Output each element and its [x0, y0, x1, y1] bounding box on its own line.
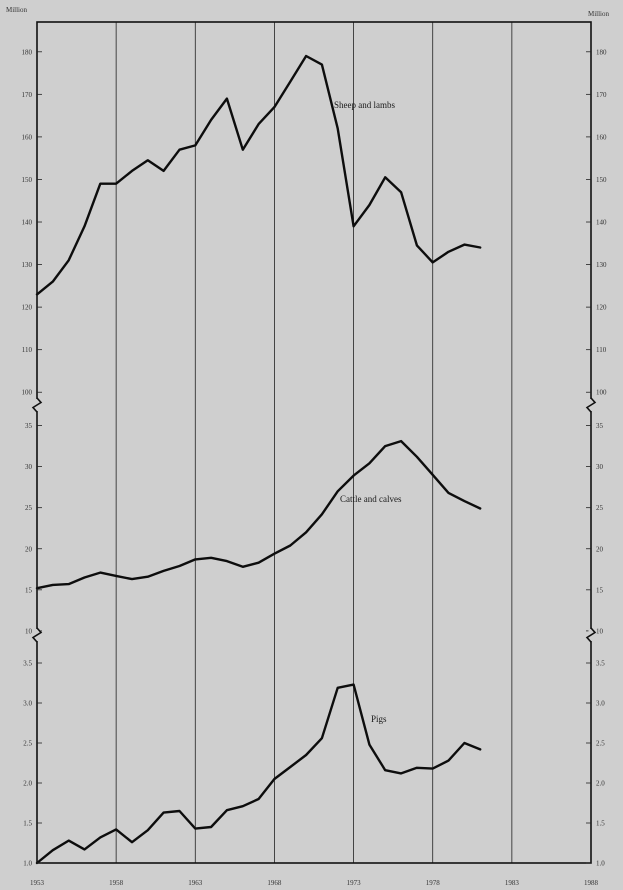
sheep-right-tick-label-180: 180 [596, 48, 607, 56]
sheep-left-tick-label-180: 180 [22, 48, 33, 56]
cattle-left-tick-label-20: 20 [25, 545, 33, 553]
sheep-left-tick-label-110: 110 [22, 346, 33, 354]
sheep-right-tick-label-100: 100 [596, 389, 607, 397]
sheep-right-tick-label-150: 150 [596, 176, 607, 184]
y-axis-ticks: 100 100 110 110 120 120 130 130 140 140 150 150 160 1… [22, 48, 608, 867]
cattle-right-tick-label-10: 10 [596, 627, 604, 635]
axis-break-right-2 [585, 627, 597, 643]
cattle-left-tick-label-25: 25 [25, 504, 33, 512]
x-tick-label-1988: 1988 [584, 879, 599, 887]
axis-break-left-1 [31, 397, 43, 413]
pigs-left-tick-label-1.5: 1.5 [23, 820, 32, 828]
pigs-right-tick-label-2.5: 2.5 [596, 740, 605, 748]
sheep-series-line [35, 54, 482, 296]
pigs-right-tick-label-1.5: 1.5 [596, 820, 605, 828]
sheep-right-tick-label-120: 120 [596, 304, 607, 312]
cattle-left-tick-label-10: 10 [25, 627, 33, 635]
x-tick-label-1963: 1963 [188, 879, 203, 887]
cattle-series-label: Cattle and calves [340, 494, 402, 504]
cattle-right-tick-label-20: 20 [596, 545, 604, 553]
sheep-left-tick-label-150: 150 [22, 176, 33, 184]
x-tick-label-1953: 1953 [30, 879, 45, 887]
sheep-right-tick-label-130: 130 [596, 261, 607, 269]
sheep-right-tick-label-160: 160 [596, 133, 607, 141]
left-unit-label: Million [6, 6, 28, 14]
x-tick-label-1973: 1973 [347, 879, 362, 887]
axis-break-left-2 [31, 627, 43, 643]
pigs-series-line [35, 683, 482, 865]
pigs-left-tick-label-3.0: 3.0 [23, 700, 32, 708]
pigs-left-tick-label-1.0: 1.0 [23, 860, 32, 868]
right-unit-label: Million [588, 10, 610, 18]
sheep-left-tick-label-170: 170 [22, 91, 33, 99]
pigs-left-tick-label-2.0: 2.0 [23, 780, 32, 788]
cattle-right-tick-label-35: 35 [596, 422, 604, 430]
plot-frame [36, 21, 592, 864]
axis-break-right-1 [585, 397, 597, 413]
pigs-right-tick-label-2.0: 2.0 [596, 780, 605, 788]
axis-break-marks [31, 397, 597, 643]
sheep-left-tick-label-130: 130 [22, 261, 33, 269]
sheep-series-label: Sheep and lambs [334, 100, 395, 110]
cattle-right-tick-label-15: 15 [596, 586, 604, 594]
sheep-right-tick-label-140: 140 [596, 219, 607, 227]
x-tick-label-1958: 1958 [109, 879, 124, 887]
sheep-left-tick-label-140: 140 [22, 219, 33, 227]
sheep-left-tick-label-160: 160 [22, 133, 33, 141]
cattle-left-tick-label-15: 15 [25, 586, 33, 594]
vertical-gridlines [115, 22, 513, 863]
pigs-right-tick-label-1.0: 1.0 [596, 860, 605, 868]
pigs-right-tick-label-3.0: 3.0 [596, 700, 605, 708]
cattle-left-tick-label-35: 35 [25, 422, 33, 430]
pigs-left-tick-label-3.5: 3.5 [23, 660, 32, 668]
cattle-left-tick-label-30: 30 [25, 463, 33, 471]
x-tick-label-1978: 1978 [426, 879, 441, 887]
pigs-right-tick-label-3.5: 3.5 [596, 660, 605, 668]
x-tick-label-1968: 1968 [267, 879, 282, 887]
pigs-left-tick-label-2.5: 2.5 [23, 740, 32, 748]
series-lines [35, 54, 482, 865]
cattle-right-tick-label-30: 30 [596, 463, 604, 471]
sheep-left-tick-label-120: 120 [22, 304, 33, 312]
pigs-series-label: Pigs [371, 714, 387, 724]
sheep-left-tick-label-100: 100 [22, 389, 33, 397]
series-labels: Sheep and lambs Cattle and calves Pigs [334, 100, 402, 724]
x-tick-label-1983: 1983 [505, 879, 520, 887]
cattle-right-tick-label-25: 25 [596, 504, 604, 512]
cattle-series-line [35, 439, 482, 590]
sheep-right-tick-label-170: 170 [596, 91, 607, 99]
sheep-right-tick-label-110: 110 [596, 346, 607, 354]
x-axis-ticks: 1953 1958 1963 1968 1973 1978 1983 1988 [30, 879, 599, 887]
